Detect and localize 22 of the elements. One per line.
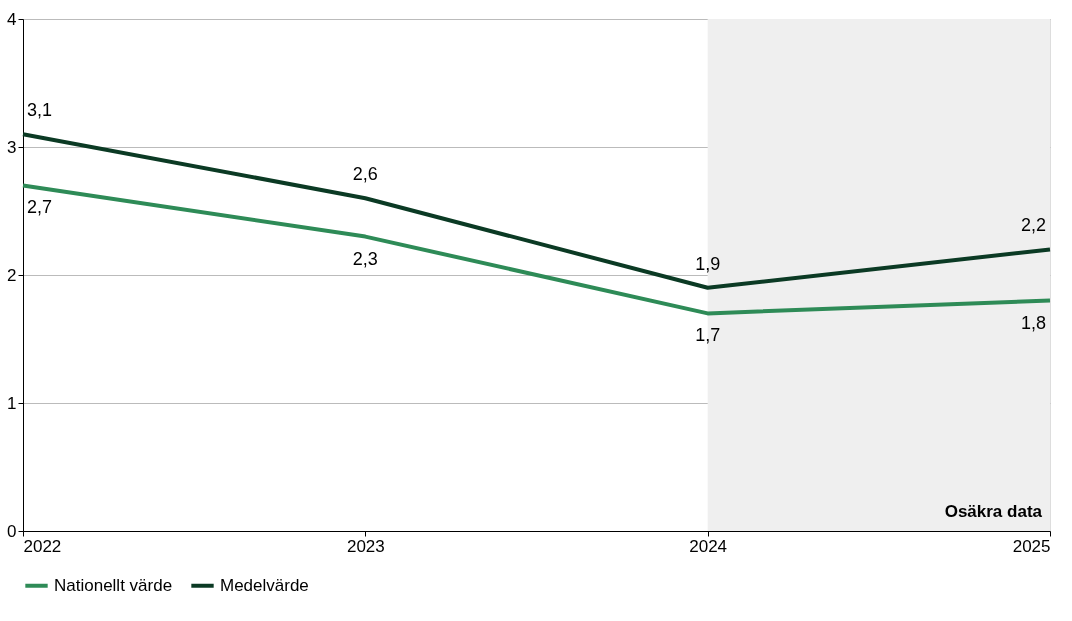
y-tick-label: 0: [7, 521, 17, 541]
data-label: 1,8: [1020, 312, 1046, 333]
y-tick-label: 1: [7, 393, 17, 413]
data-label: 2,3: [352, 248, 378, 269]
y-tick-label: 2: [7, 265, 17, 285]
data-label: 1,7: [695, 325, 721, 346]
data-label: 2,7: [27, 197, 53, 218]
data-label: 1,9: [695, 253, 721, 274]
data-label: 3,1: [27, 100, 53, 121]
band-label: Osäkra data: [944, 502, 1043, 521]
data-label: 2,6: [352, 164, 378, 185]
x-tick-label: 2024: [689, 536, 728, 556]
x-tick-label: 2022: [23, 536, 62, 556]
line-series: [21, 132, 1052, 290]
x-tick-label: 2025: [1012, 536, 1051, 556]
data-label: 2,2: [1020, 215, 1046, 236]
line-series: [21, 183, 1052, 316]
y-tick-label: 4: [7, 9, 17, 29]
x-tick-label: 2023: [346, 536, 385, 556]
y-tick-label: 3: [7, 137, 17, 157]
legend-label: Nationellt värde: [54, 575, 173, 595]
legend-label: Medelvärde: [220, 575, 309, 595]
